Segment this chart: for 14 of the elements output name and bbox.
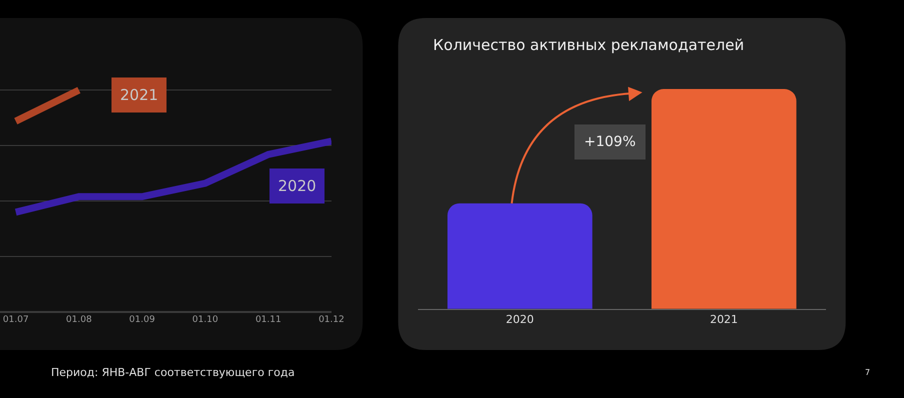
x-tick-label: 2021 (710, 313, 738, 326)
x-tick-label: 01.10 (192, 315, 218, 326)
chart-title: Количество активных рекламодателей (433, 36, 744, 54)
x-tick-label: 01.12 (318, 315, 344, 326)
series-label: 2020 (278, 177, 316, 195)
text: 7 (865, 368, 870, 377)
text: Период: ЯНВ-АВГ соответствующего года (51, 366, 295, 379)
x-tick-label: 2020 (506, 313, 534, 326)
x-tick-label: 01.07 (2, 315, 29, 326)
x-tick-label: 01.09 (129, 315, 156, 326)
text: 2021 (120, 86, 158, 104)
x-tick-label: 01.08 (66, 315, 92, 326)
x-tick-label: 01.11 (255, 315, 282, 326)
annotation: +109% (584, 134, 636, 150)
